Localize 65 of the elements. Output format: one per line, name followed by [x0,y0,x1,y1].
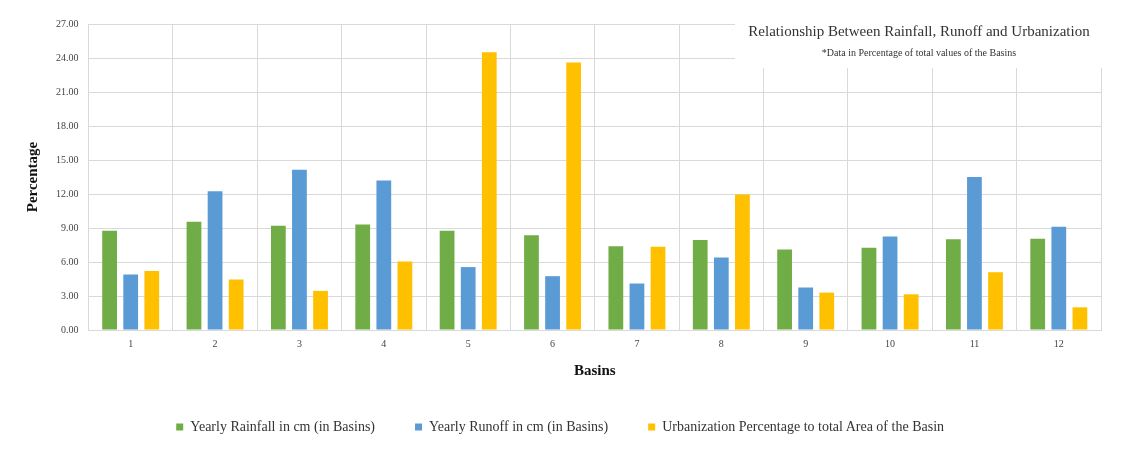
bar [608,246,624,330]
bar [1051,226,1067,330]
bar [292,169,307,330]
x-tick-label: 8 [718,337,724,349]
bar [777,249,792,330]
x-tick-label: 9 [803,337,809,349]
bar [123,274,139,330]
bar [460,267,476,330]
bar [882,236,898,330]
y-tick-label: 12.00 [56,187,79,199]
y-axis-title: Percentage [23,141,40,213]
bar [692,239,708,330]
bar [819,292,835,330]
x-tick-label: 10 [885,337,896,349]
y-tick-label: 27.00 [56,17,79,29]
bar [735,194,750,330]
x-tick-label: 5 [465,337,471,349]
y-tick-label: 18.00 [56,119,79,131]
y-tick-label: 3.00 [61,289,79,301]
bar [1072,307,1088,330]
bar [355,224,371,330]
bar [988,272,1003,330]
bar [481,52,497,330]
bar [967,177,982,330]
bar [713,257,729,330]
x-tick-label: 2 [212,337,218,349]
bar [629,283,645,330]
y-tick-label: 0.00 [61,323,79,335]
bar [566,62,582,330]
bar [798,287,814,330]
text: *Data in Percentage of total values of the Basins [820,47,1018,58]
bar [376,180,392,330]
bar [397,261,413,330]
legend-label: Yearly Runoff in cm (in Basins) [429,418,609,435]
bar [861,247,877,330]
bar [313,290,328,330]
y-tick-label: 6.00 [61,255,79,267]
bar [186,221,202,330]
x-tick-label: 1 [128,337,134,349]
bar [144,271,160,330]
x-tick-label: 7 [634,337,640,349]
bar [650,246,666,330]
chart-title: Relationship Between Rainfall, Runoff and Urbanization [747,22,1091,41]
x-tick-label: 11 [969,337,980,349]
bar [903,294,919,330]
x-tick-label: 12 [1053,337,1064,349]
bar [102,230,117,330]
bar [545,276,560,330]
x-tick-label: 4 [381,337,387,349]
y-tick-label: 9.00 [61,221,79,233]
bar [945,239,961,330]
bar [1030,238,1046,330]
legend-label: Yearly Rainfall in cm (in Basins) [190,418,376,435]
x-axis-title: Basins [573,361,616,378]
bar [228,279,244,330]
y-tick-label: 15.00 [56,153,79,165]
x-tick-label: 3 [296,337,302,349]
legend-label: Urbanization Percentage to total Area of the Basin [662,418,945,434]
y-tick-label: 24.00 [56,51,79,63]
bar [207,191,223,330]
bar [270,225,286,330]
y-tick-label: 21.00 [56,85,79,97]
bar [524,235,539,330]
bar [439,230,455,330]
x-tick-label: 6 [550,337,556,349]
